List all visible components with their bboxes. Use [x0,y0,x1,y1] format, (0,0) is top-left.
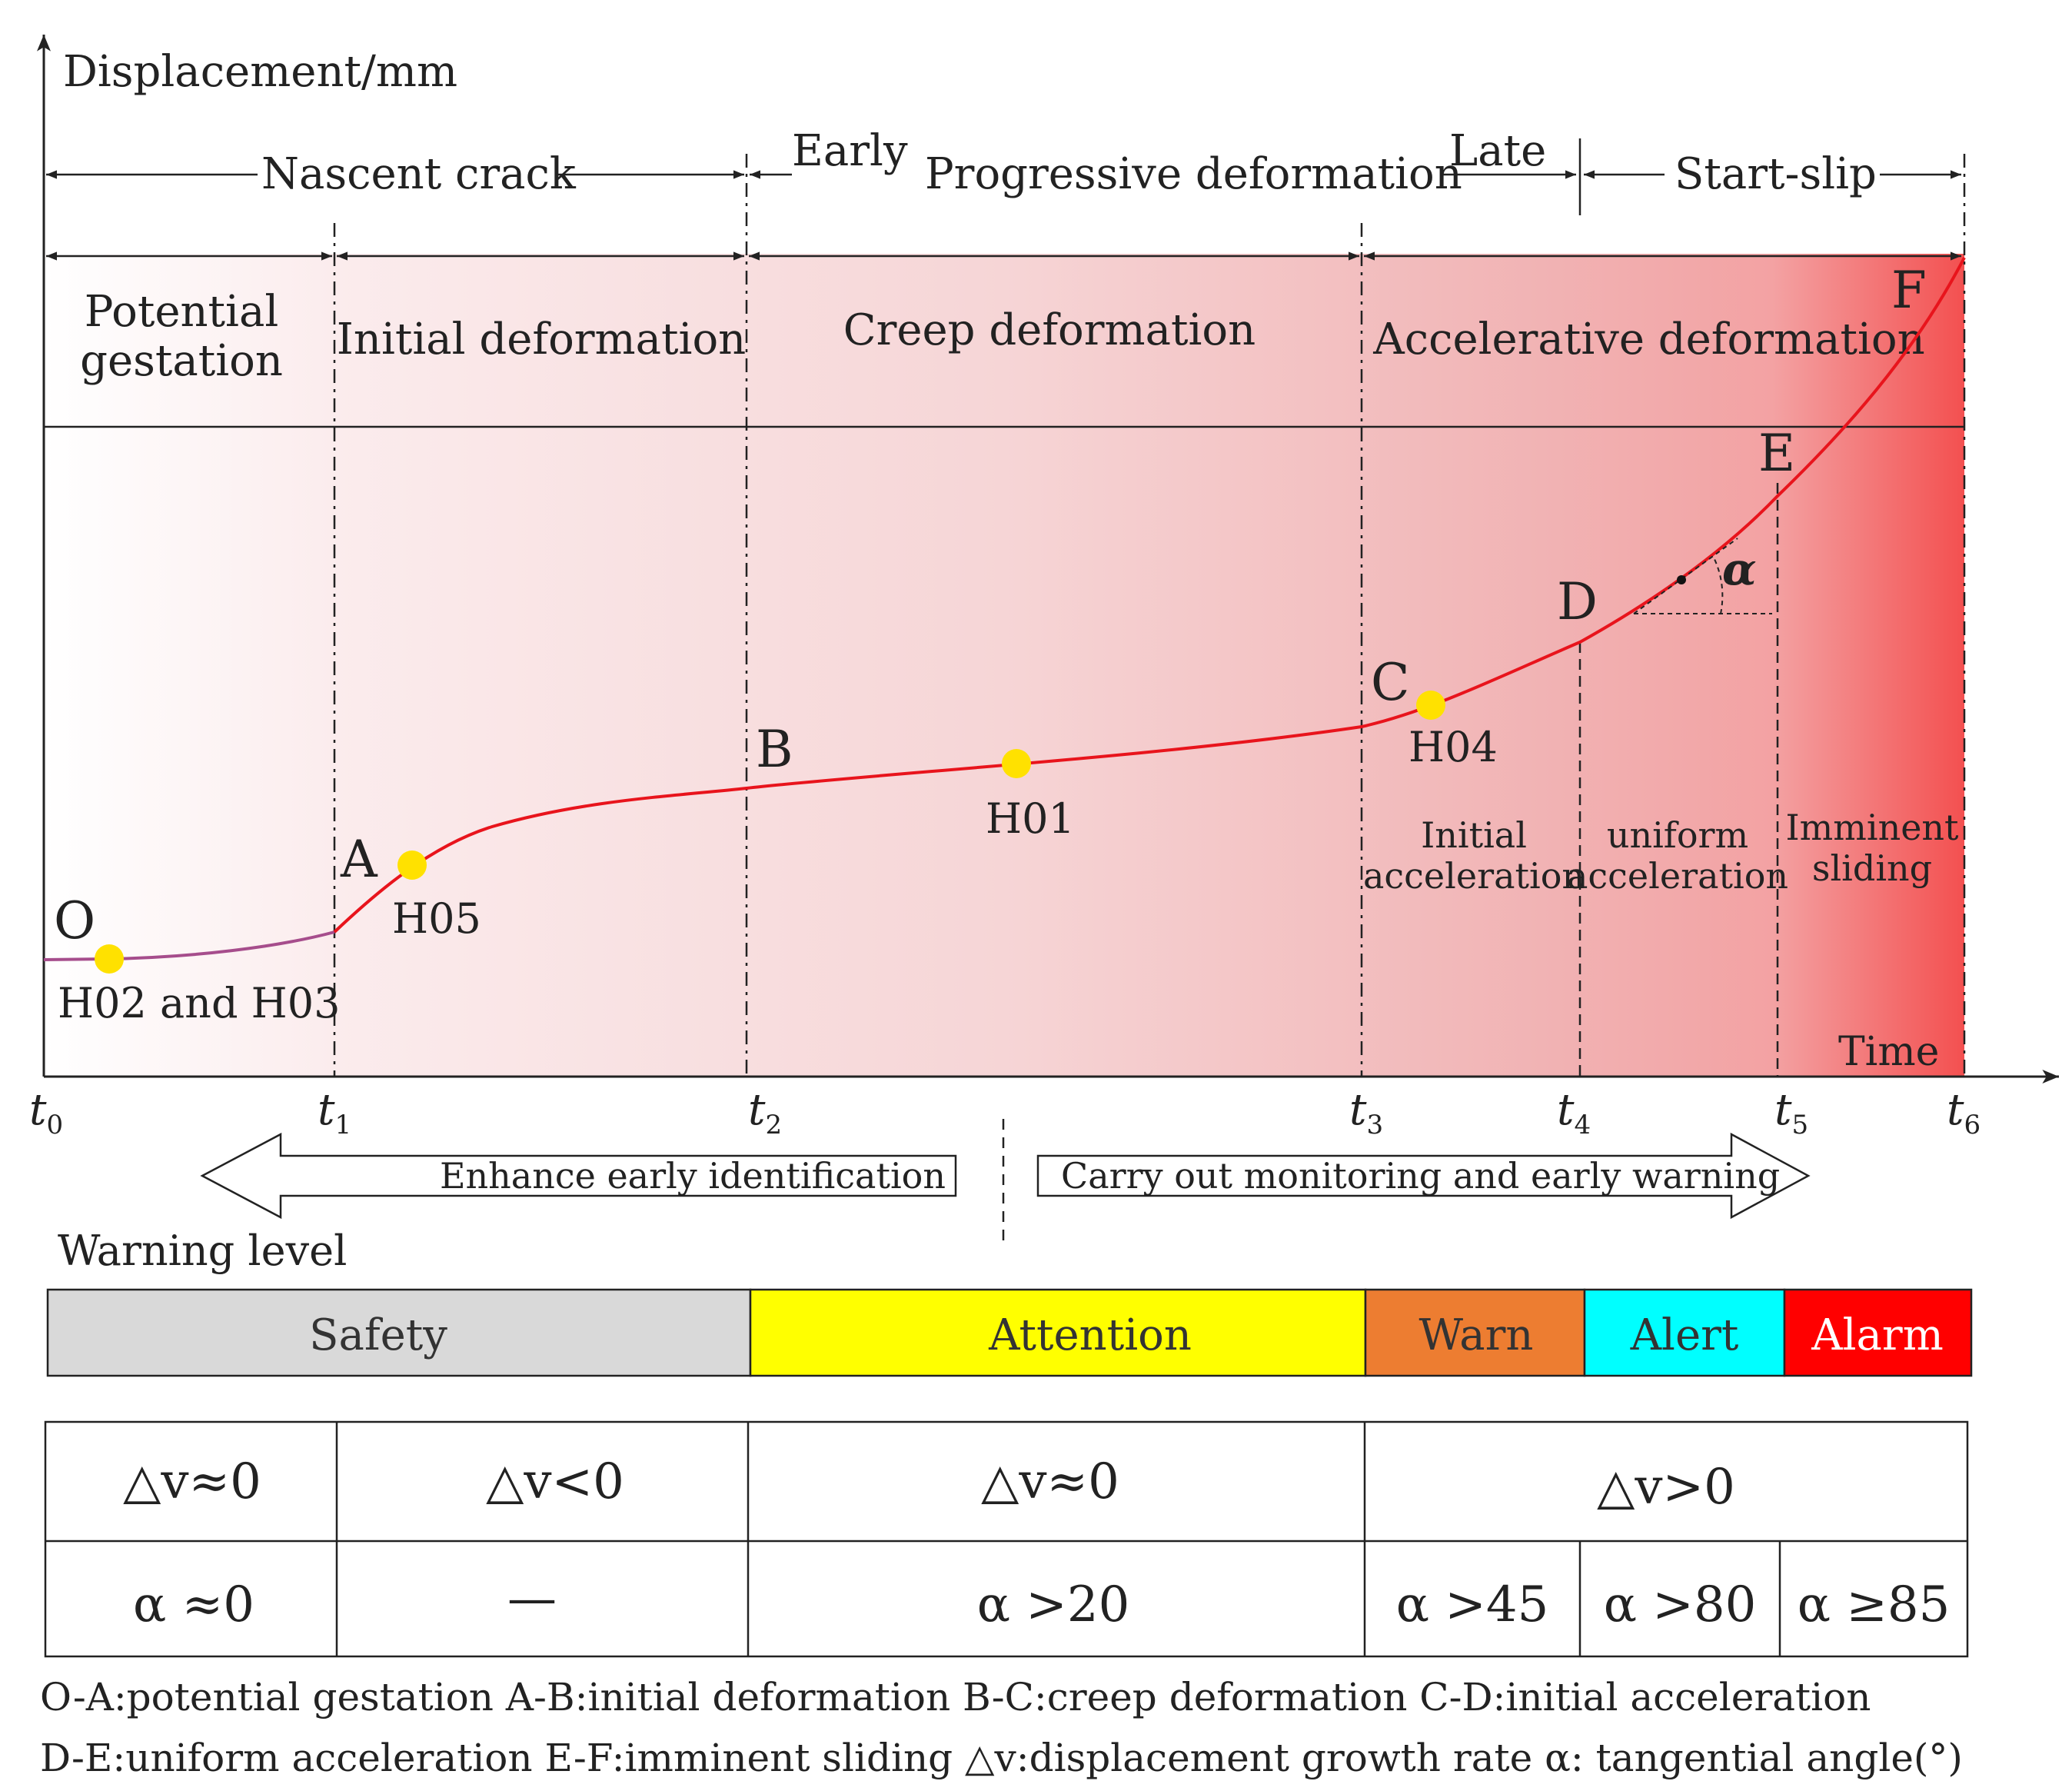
legend-line-1: O-A:potential gestation A-B:initial defo… [40,1675,1871,1719]
point-c: C [1371,653,1410,712]
dv-cell-4: △v>0 [1597,1459,1735,1516]
sub-initial-1: Initial [1421,814,1527,856]
point-e: E [1758,424,1795,483]
tick-t4: t4 [1557,1085,1591,1140]
stage-accelerative: Accelerative deformation [1372,315,1924,365]
alpha-angle [1633,538,1772,614]
alpha-cell-3: α >20 [977,1576,1130,1633]
arrow-left-box [200,1132,957,1220]
level-safety-label: Safety [309,1310,447,1360]
tick-t0: t0 [29,1085,63,1140]
sub-uniform-2: acceleration [1567,855,1788,897]
alpha-dot [1677,575,1686,584]
time-ticks: t0 t1 t2 t3 t4 t5 t6 [29,1085,1981,1140]
level-warn-label: Warn [1419,1310,1534,1360]
alpha-cell-5: α >80 [1604,1576,1757,1633]
warning-bar [46,1288,1973,1377]
alpha-cell-2: — [507,1570,557,1627]
tick-t3: t3 [1349,1085,1383,1140]
label-h05: H05 [392,894,481,943]
arrow-left-text: Enhance early identification [440,1155,946,1197]
monitor-labels: H02 and H03 H05 H01 H04 [58,723,1498,1027]
marker-h02-h03 [95,944,124,974]
level-alarm-label: Alarm [1811,1310,1944,1360]
alpha-cell-1: α ≈0 [133,1576,254,1633]
stage-initial: Initial deformation [337,315,747,365]
level-alarm [1783,1288,1973,1377]
legend-line-2: D-E:uniform acceleration E-F:imminent sl… [40,1736,1963,1780]
curve-a-f [333,257,1966,934]
sub-imminent-1: Imminent [1785,807,1959,848]
level-attention [749,1288,1367,1377]
criteria-dv-row: △v≈0 △v<0 △v≈0 △v>0 [123,1453,1735,1516]
stage-background [44,254,1964,1077]
stage-creep: Creep deformation [843,305,1256,355]
level-warn [1364,1288,1586,1377]
x-axis-label: Time [1838,1029,1939,1075]
y-axis-label: Displacement/mm [63,47,457,97]
alpha-cell-6: α ≥85 [1798,1576,1951,1633]
warning-title: Warning level [58,1227,347,1275]
dv-cell-1: △v≈0 [123,1453,261,1510]
point-labels: O A B C D E F [54,261,1927,950]
alpha-cell-4: α >45 [1396,1576,1549,1633]
label-h02-h03: H02 and H03 [58,979,340,1027]
level-attention-label: Attention [988,1310,1192,1360]
marker-h04 [1416,691,1445,720]
point-o: O [54,891,95,950]
phase-row-top [42,154,1961,192]
warning-labels: Safety Attention Warn Alert Alarm [309,1310,1944,1360]
dv-cell-3: △v≈0 [981,1453,1119,1510]
tick-t5: t5 [1774,1085,1808,1140]
point-b: B [756,720,793,779]
tick-t6: t6 [1947,1085,1981,1140]
label-h01: H01 [986,794,1075,843]
criteria-table [44,1420,1969,1658]
arrow-right-text: Carry out monitoring and early warning [1061,1155,1780,1197]
point-d: D [1557,572,1598,631]
point-f: F [1891,261,1927,320]
sub-uniform-1: uniform [1607,814,1748,856]
stage-potential-2: gestation [80,336,283,386]
phase-early: Early [792,126,908,176]
sub-imminent-2: sliding [1812,847,1932,889]
arrow-right-box [1036,1132,1811,1220]
point-a: A [340,830,378,889]
level-alert [1583,1288,1786,1377]
alpha-label: α [1722,543,1757,595]
label-h04: H04 [1408,723,1498,771]
phase-nascent-crack: Nascent crack [261,149,577,199]
dv-cell-2: △v<0 [486,1453,624,1510]
sub-initial-2: acceleration [1363,855,1585,897]
phase-start-slip: Start-slip [1675,149,1877,199]
tick-t2: t2 [748,1085,782,1140]
phase-progressive: Progressive deformation [925,149,1462,199]
phase-late: Late [1449,126,1546,176]
marker-h01 [1002,749,1031,778]
stage-potential-1: Potential [85,287,279,337]
level-safety [46,1288,752,1377]
level-alert-label: Alert [1630,1310,1739,1360]
sub-stage-labels: Initial acceleration uniform acceleratio… [1363,807,1959,897]
tick-t1: t1 [318,1085,351,1140]
marker-h05 [397,851,427,880]
curve-o-a [43,930,335,961]
criteria-alpha-row: α ≈0 — α >20 α >45 α >80 α ≥85 [133,1570,1950,1633]
